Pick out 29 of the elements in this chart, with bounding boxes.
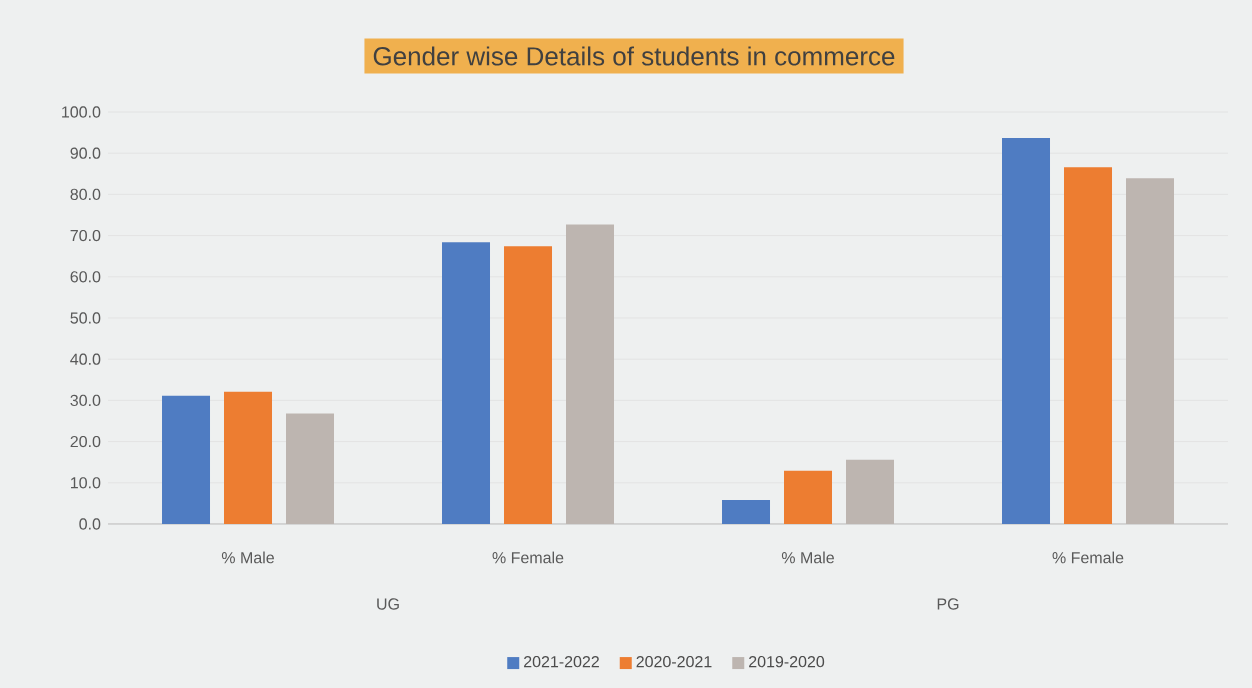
y-tick-label: 30.0 bbox=[70, 394, 101, 407]
legend-label: 2020-2021 bbox=[636, 655, 712, 668]
y-tick-label: 100.0 bbox=[62, 106, 101, 118]
bar bbox=[442, 242, 490, 524]
legend-label: 2019-2020 bbox=[749, 655, 825, 668]
bar bbox=[1064, 167, 1113, 524]
bar bbox=[162, 395, 211, 524]
y-tick-label: 50.0 bbox=[70, 312, 101, 324]
x-tick-label: % Female bbox=[1052, 551, 1124, 564]
y-tick-label: 60.0 bbox=[70, 271, 101, 283]
text: PG bbox=[937, 598, 959, 610]
y-tick-label: 80.0 bbox=[70, 188, 101, 201]
x-tick-label: % Male bbox=[781, 551, 834, 564]
bar bbox=[784, 470, 833, 524]
y-tick-label: 90.0 bbox=[70, 147, 101, 159]
legend-label: 2021-2022 bbox=[524, 655, 599, 668]
bar bbox=[722, 500, 771, 524]
chart-title: Gender wise Details of students in commerce bbox=[373, 46, 895, 66]
x-tick-label: % Male bbox=[221, 551, 274, 564]
x-tick-label: % Female bbox=[492, 551, 564, 564]
y-tick-label: 20.0 bbox=[70, 435, 101, 448]
y-tick-label: 10.0 bbox=[71, 477, 101, 489]
y-tick-label: 70.0 bbox=[70, 229, 101, 242]
y-tick-label: 40.0 bbox=[70, 353, 101, 365]
text: UG bbox=[377, 598, 399, 610]
bar bbox=[1002, 137, 1051, 524]
bar bbox=[504, 246, 553, 524]
bar bbox=[224, 391, 272, 524]
y-tick-label: 0.0 bbox=[79, 518, 101, 530]
